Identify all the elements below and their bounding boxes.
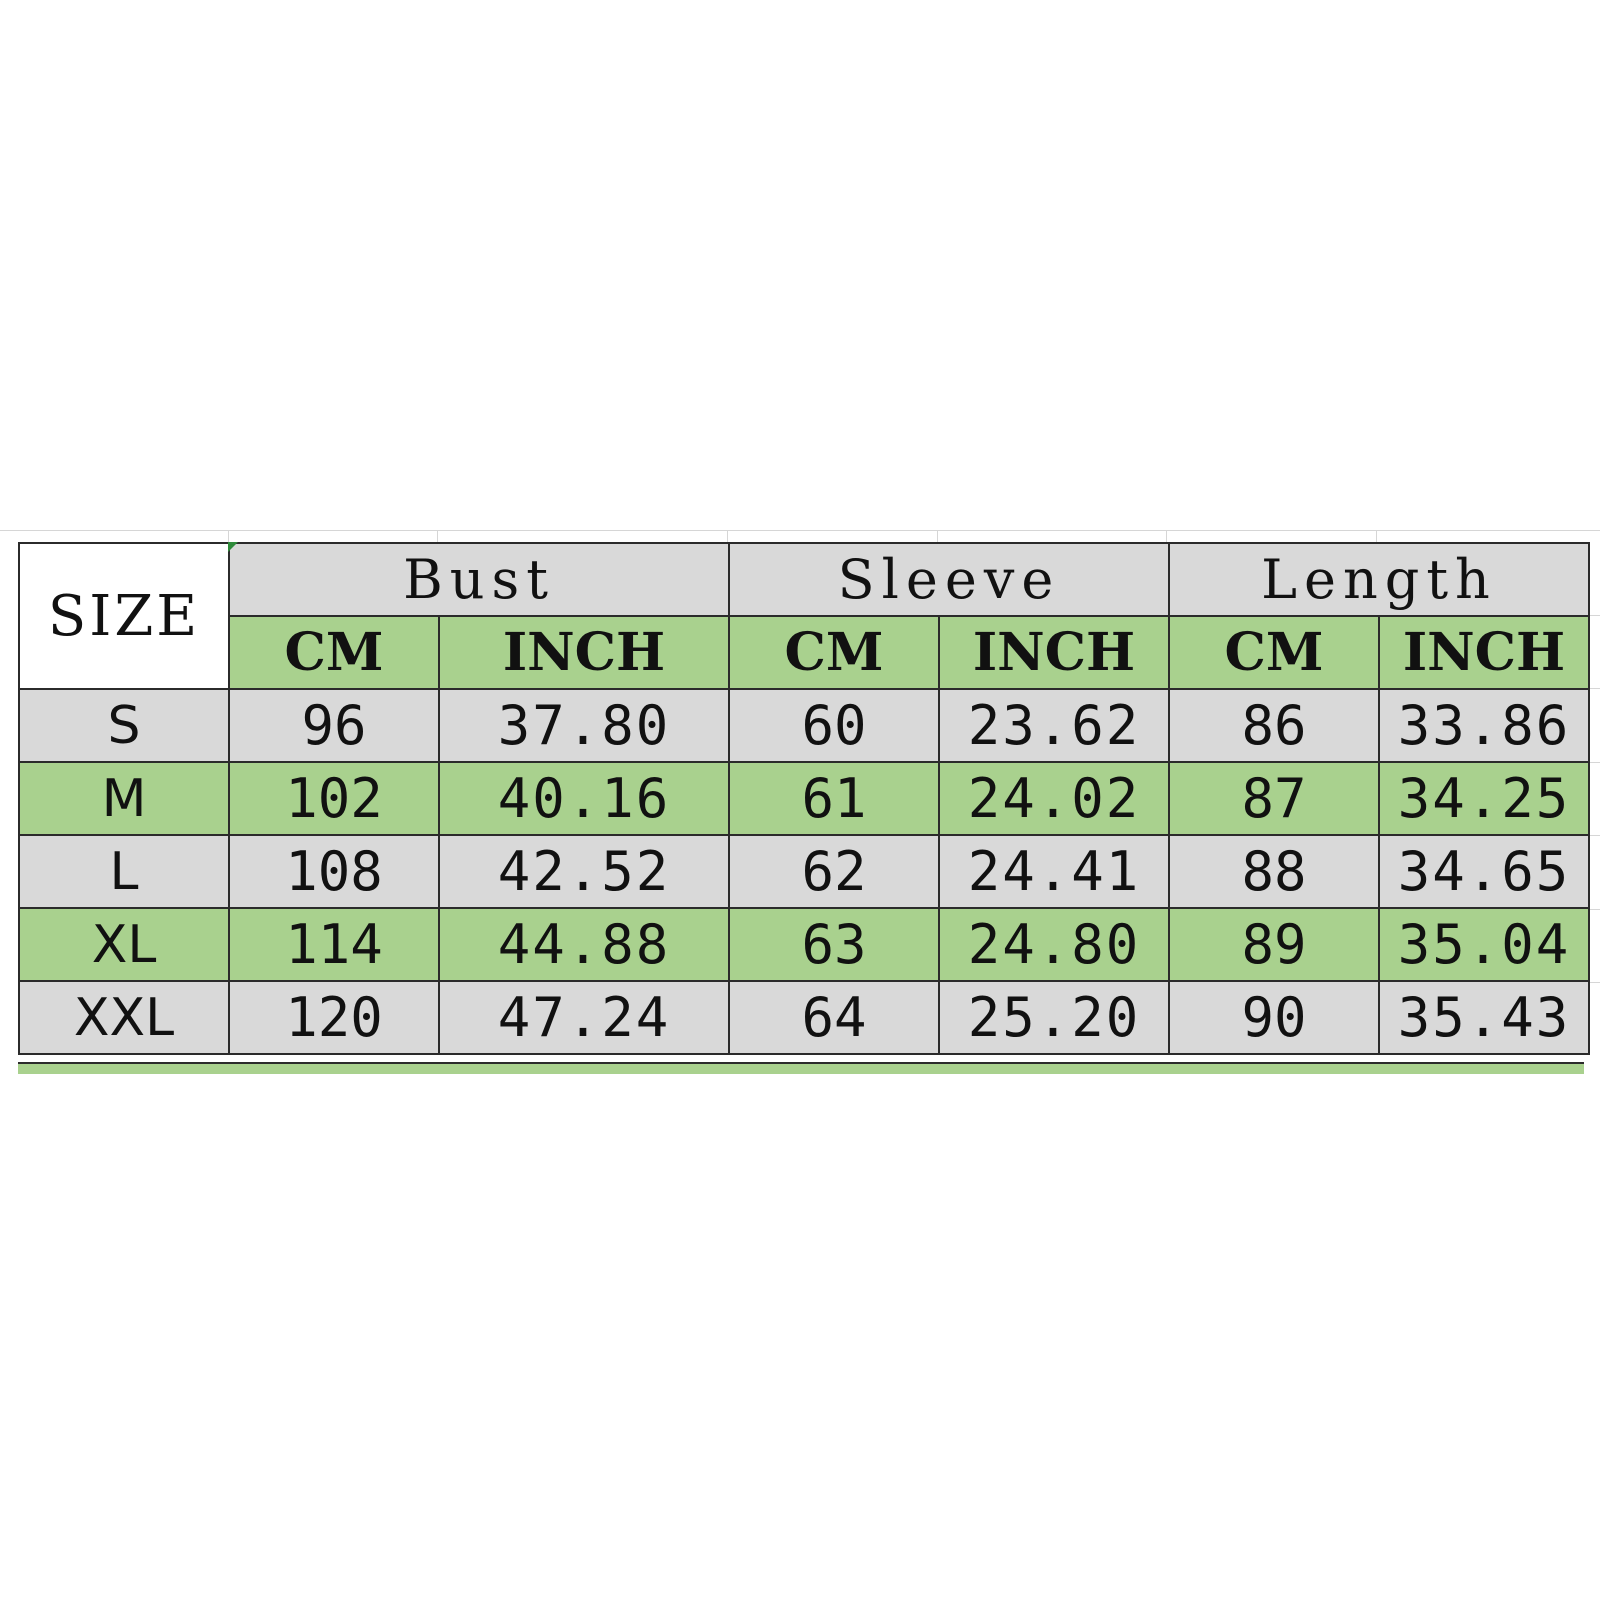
size-chart-table: SIZE Bust Sleeve Length CM INCH CM INCH … [18, 542, 1590, 1055]
bust-cm-cell[interactable]: 102 [228, 761, 440, 836]
table-row-xxl: XXL 120 47.24 64 25.20 90 35.43 [18, 980, 1590, 1055]
group-header-bust[interactable]: Bust [228, 542, 730, 617]
grid-line [437, 530, 438, 542]
bust-cm-cell[interactable]: 120 [228, 980, 440, 1055]
length-inch-cell[interactable]: 34.65 [1378, 834, 1590, 909]
grid-line [228, 530, 229, 542]
bust-inch-cell[interactable]: 44.88 [438, 907, 730, 982]
grid-line [1584, 688, 1600, 689]
unit-header-bust-cm[interactable]: CM [228, 615, 440, 690]
table-row-s: S 96 37.80 60 23.62 86 33.86 [18, 688, 1590, 763]
sleeve-inch-cell[interactable]: 25.20 [938, 980, 1170, 1055]
bust-inch-cell[interactable]: 37.80 [438, 688, 730, 763]
group-header-sleeve[interactable]: Sleeve [728, 542, 1170, 617]
group-header-length[interactable]: Length [1168, 542, 1590, 617]
grid-line [1584, 615, 1600, 616]
length-inch-cell[interactable]: 35.04 [1378, 907, 1590, 982]
spreadsheet-area: SIZE Bust Sleeve Length CM INCH CM INCH … [0, 530, 1600, 1075]
length-cm-cell[interactable]: 86 [1168, 688, 1380, 763]
size-cell[interactable]: S [18, 688, 230, 763]
unit-header-length-inch[interactable]: INCH [1378, 615, 1590, 690]
length-inch-cell[interactable]: 33.86 [1378, 688, 1590, 763]
bust-inch-cell[interactable]: 47.24 [438, 980, 730, 1055]
table-row-l: L 108 42.52 62 24.41 88 34.65 [18, 834, 1590, 909]
bust-inch-cell[interactable]: 40.16 [438, 761, 730, 836]
size-cell[interactable]: XXL [18, 980, 230, 1055]
sleeve-inch-cell[interactable]: 24.41 [938, 834, 1170, 909]
grid-line [1584, 982, 1600, 983]
sleeve-cm-cell[interactable]: 64 [728, 980, 940, 1055]
grid-line [0, 530, 1600, 531]
grid-line [1376, 530, 1377, 542]
length-cm-cell[interactable]: 87 [1168, 761, 1380, 836]
sleeve-cm-cell[interactable]: 61 [728, 761, 940, 836]
sleeve-cm-cell[interactable]: 60 [728, 688, 940, 763]
unit-header-bust-inch[interactable]: INCH [438, 615, 730, 690]
grid-line [727, 530, 728, 542]
sleeve-cm-cell[interactable]: 63 [728, 907, 940, 982]
length-cm-cell[interactable]: 89 [1168, 907, 1380, 982]
bust-cm-cell[interactable]: 108 [228, 834, 440, 909]
table-row-m: M 102 40.16 61 24.02 87 34.25 [18, 761, 1590, 836]
unit-header-sleeve-cm[interactable]: CM [728, 615, 940, 690]
size-column-header[interactable]: SIZE [18, 542, 230, 690]
length-cm-cell[interactable]: 88 [1168, 834, 1380, 909]
unit-header-sleeve-inch[interactable]: INCH [938, 615, 1170, 690]
length-inch-cell[interactable]: 34.25 [1378, 761, 1590, 836]
sleeve-inch-cell[interactable]: 24.02 [938, 761, 1170, 836]
grid-line [1584, 762, 1600, 763]
size-cell[interactable]: XL [18, 907, 230, 982]
bust-inch-cell[interactable]: 42.52 [438, 834, 730, 909]
bust-cm-cell[interactable]: 114 [228, 907, 440, 982]
selected-cell-marker [228, 542, 238, 552]
partial-next-row [18, 1062, 1584, 1074]
grid-line [937, 530, 938, 542]
sleeve-cm-cell[interactable]: 62 [728, 834, 940, 909]
size-cell[interactable]: L [18, 834, 230, 909]
grid-line [1584, 909, 1600, 910]
unit-header-length-cm[interactable]: CM [1168, 615, 1380, 690]
bust-cm-cell[interactable]: 96 [228, 688, 440, 763]
grid-line [1584, 835, 1600, 836]
grid-line [1166, 530, 1167, 542]
sleeve-inch-cell[interactable]: 23.62 [938, 688, 1170, 763]
table-row-xl: XL 114 44.88 63 24.80 89 35.04 [18, 907, 1590, 982]
length-inch-cell[interactable]: 35.43 [1378, 980, 1590, 1055]
sleeve-inch-cell[interactable]: 24.80 [938, 907, 1170, 982]
size-cell[interactable]: M [18, 761, 230, 836]
length-cm-cell[interactable]: 90 [1168, 980, 1380, 1055]
